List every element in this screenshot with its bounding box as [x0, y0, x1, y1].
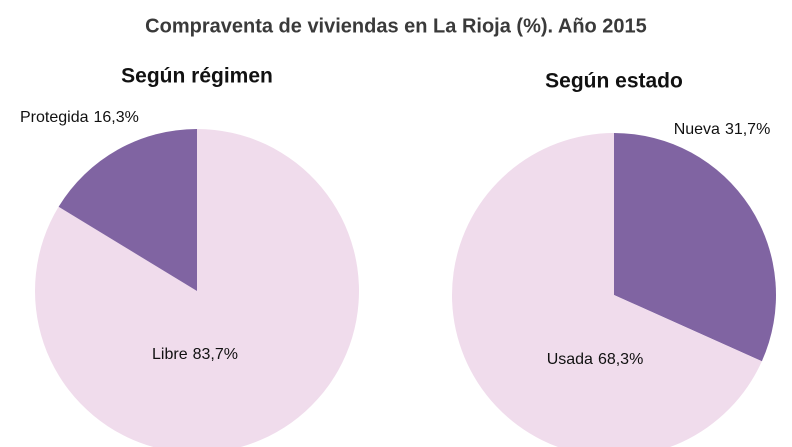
chart-subtitle: Según estado	[545, 70, 683, 93]
slice-category: Protegida	[20, 109, 89, 126]
pie-slice	[35, 129, 359, 447]
slice-value: 16,3%	[94, 109, 139, 126]
pie-slice	[614, 133, 776, 362]
slice-value: 68,3%	[598, 351, 643, 368]
slice-label: Usada 68,3%	[547, 351, 644, 368]
chart-subtitle: Según régimen	[121, 65, 273, 88]
slice-label: Libre 83,7%	[152, 346, 238, 363]
slice-category: Usada	[547, 351, 593, 368]
pie-slice	[452, 133, 762, 447]
page-title: Compraventa de viviendas en La Rioja (%)…	[145, 15, 647, 37]
slice-value: 31,7%	[725, 121, 770, 138]
slice-category: Nueva	[674, 121, 720, 138]
slice-category: Libre	[152, 346, 188, 363]
pie-slice	[58, 129, 197, 291]
slice-label: Protegida 16,3%	[20, 109, 139, 126]
slice-label: Nueva 31,7%	[674, 121, 771, 138]
slice-value: 83,7%	[193, 346, 238, 363]
